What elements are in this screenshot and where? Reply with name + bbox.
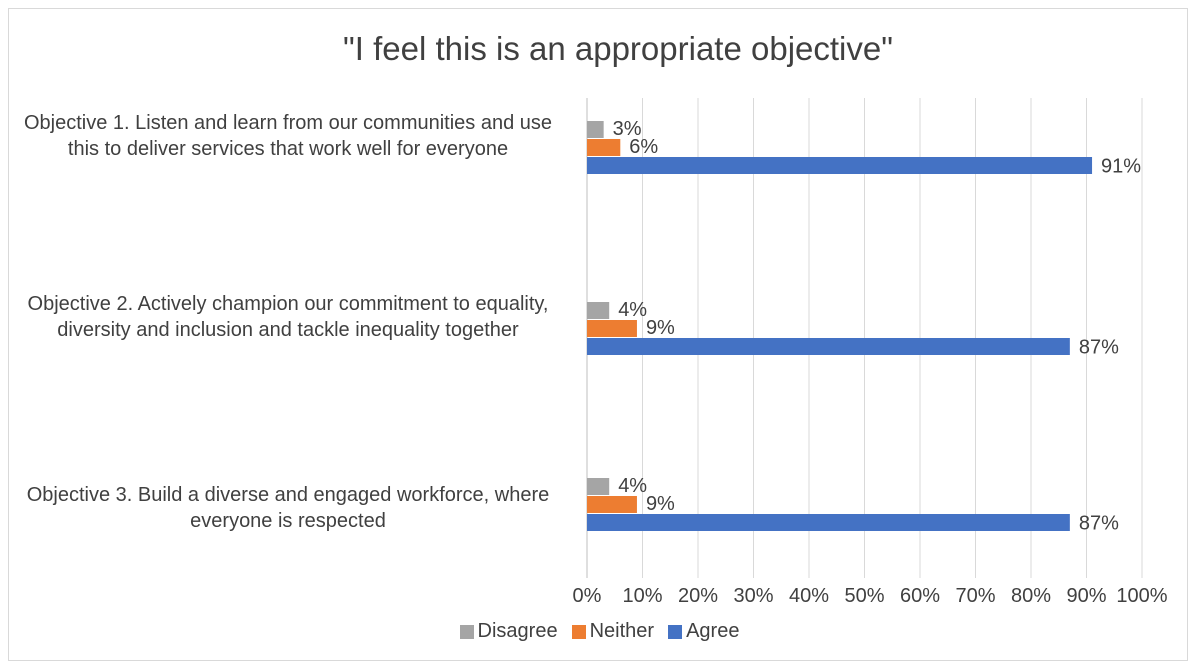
x-tick-label-7: 70% (955, 585, 995, 607)
bar-disagree-objective-3 (587, 478, 610, 495)
x-tick-label-10: 100% (1116, 585, 1167, 607)
x-tick-label-6: 60% (900, 585, 940, 607)
legend-label-agree: Agree (686, 620, 740, 642)
legend-label-neither: Neither (589, 620, 655, 642)
bar-agree-objective-1 (587, 157, 1093, 174)
x-tick-label-9: 90% (1066, 585, 1106, 607)
category-label-objective-3: Objective 3. Build a diverse and engaged… (26, 484, 550, 532)
data-label-neither-objective-3: 9% (646, 493, 675, 515)
data-label-disagree-objective-3: 4% (618, 475, 647, 497)
data-label-agree-objective-3: 87% (1079, 513, 1119, 535)
data-label-neither-objective-1: 6% (629, 136, 658, 158)
bar-agree-objective-3 (587, 514, 1070, 531)
x-tick-label-3: 30% (733, 585, 773, 607)
legend-item-disagree: Disagree (459, 620, 558, 643)
x-tick-label-1: 10% (622, 585, 662, 607)
bar-disagree-objective-2 (587, 302, 610, 319)
legend-swatch-disagree (459, 624, 474, 639)
x-tick-label-5: 50% (844, 585, 884, 607)
bar-neither-objective-2 (587, 320, 637, 337)
data-label-agree-objective-1: 91% (1101, 156, 1141, 178)
legend: Disagree Neither Agree (0, 620, 1199, 643)
category-label-objective-2: Objective 2. Actively champion our commi… (27, 293, 549, 341)
data-label-disagree-objective-1: 3% (613, 118, 642, 140)
bar-agree-objective-2 (587, 338, 1070, 355)
chart-title: "I feel this is an appropriate objective… (343, 30, 893, 67)
x-tick-label-4: 40% (789, 585, 829, 607)
data-label-neither-objective-2: 9% (646, 317, 675, 339)
x-tick-label-2: 20% (678, 585, 718, 607)
category-label-objective-1: Objective 1. Listen and learn from our c… (23, 112, 553, 160)
legend-item-neither: Neither (571, 620, 655, 643)
legend-label-disagree: Disagree (477, 620, 558, 642)
x-tick-label-0: 0% (573, 585, 602, 607)
data-label-agree-objective-2: 87% (1079, 337, 1119, 359)
legend-swatch-neither (571, 624, 586, 639)
data-label-disagree-objective-2: 4% (618, 299, 647, 321)
bar-neither-objective-1 (587, 139, 621, 156)
bar-disagree-objective-1 (587, 121, 604, 138)
legend-swatch-agree (668, 624, 683, 639)
legend-item-agree: Agree (668, 620, 739, 643)
x-tick-label-8: 80% (1011, 585, 1051, 607)
bar-neither-objective-3 (587, 496, 637, 513)
